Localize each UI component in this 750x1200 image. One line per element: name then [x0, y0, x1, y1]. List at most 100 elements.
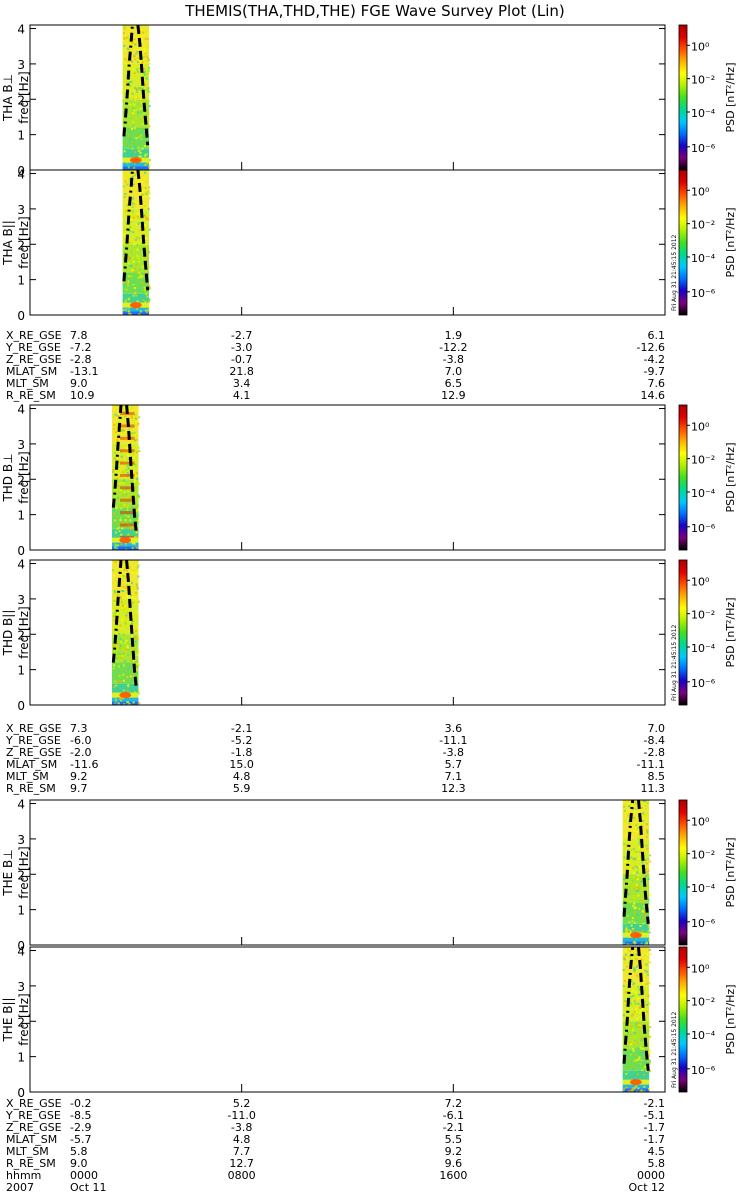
ephemeris-value: -1.7: [644, 1121, 665, 1134]
spectrum-cell: [136, 255, 139, 258]
spectrum-cell: [112, 470, 115, 473]
ephemeris-label: R_RE_SM: [6, 1157, 56, 1170]
curve-left: [122, 170, 134, 282]
spectrum-cell: [119, 503, 122, 506]
panel-frame: [29, 946, 666, 1093]
colorbar-tick-label: 10⁻⁶: [691, 917, 716, 930]
spectrum-cell: [126, 584, 129, 587]
spectrum-cell: [645, 1003, 648, 1006]
spectrum-cell: [647, 929, 650, 932]
ephemeris-value: -3.8: [231, 1121, 252, 1134]
spectrum-cell: [136, 178, 139, 181]
spectrum-cell: [637, 997, 640, 1000]
ephemeris-value: 9.2: [70, 770, 88, 783]
spectrum-cell: [648, 1063, 651, 1066]
ephemeris-value: 12.9: [441, 389, 466, 402]
spectrum-cell: [633, 902, 636, 905]
spectrum-cell: [129, 264, 132, 267]
spectrum-cell: [637, 857, 640, 860]
spectrum-cell: [627, 814, 630, 817]
ephemeris-value: -11.6: [70, 758, 98, 771]
spectrum-cell: [634, 876, 637, 879]
spectrum-cell: [144, 163, 147, 166]
spectrogram: [622, 800, 652, 945]
spectrum-cell: [137, 292, 140, 295]
spectrum-cell: [113, 691, 116, 694]
spectrum-cell: [123, 702, 126, 705]
spectrum-cell: [116, 610, 119, 613]
spectrum-cell: [632, 979, 635, 982]
colorbar-tick-label: 10⁻⁴: [691, 882, 716, 895]
spectrum-cell: [640, 958, 643, 961]
spectrum-cell: [646, 860, 649, 863]
spectrum-cell: [115, 507, 118, 510]
spectrum-band: [122, 272, 150, 294]
spectrum-cell: [146, 191, 149, 194]
spectrum-cell: [122, 673, 125, 676]
colorbar-tick-label: 10⁻²: [691, 849, 715, 862]
spectrum-cell: [630, 1002, 633, 1005]
spectrum-cell: [142, 262, 145, 265]
spectrum-cell: [644, 969, 647, 972]
spectrum-cell: [126, 675, 129, 678]
ephemeris-value: 4.8: [233, 1133, 251, 1146]
spectrum-cell: [133, 481, 136, 484]
spectrum-cell: [136, 528, 139, 531]
spectrum-cell: [623, 874, 626, 877]
spectrum-cell: [146, 88, 149, 91]
spectrum-cell: [638, 988, 641, 991]
ephemeris-label: Y_RE_GSE: [5, 734, 61, 747]
spectrum-cell: [120, 533, 123, 536]
spectrum-cell: [624, 860, 627, 863]
spectrum-cell: [134, 466, 137, 469]
spectrum-cell: [631, 866, 634, 869]
spectrum-cell: [114, 543, 117, 546]
spectrum-cell: [132, 250, 135, 253]
spectrum-cell: [128, 464, 131, 467]
spectrum-cell: [136, 566, 139, 569]
spectrum-cell: [115, 657, 118, 660]
ephemeris-label: X_RE_GSE: [6, 1097, 62, 1110]
spectrum-cell: [647, 898, 650, 901]
spectrum-cell: [625, 927, 628, 930]
colorbar: [678, 404, 688, 551]
spectrum-cell: [131, 127, 134, 130]
spectrum-cell: [640, 1004, 643, 1007]
spectrum-cell: [123, 608, 126, 611]
spectrum-cell: [642, 802, 645, 805]
y-tick-label: 4: [17, 798, 25, 812]
spectrum-cell: [132, 107, 135, 110]
ephemeris-label: MLT_SM: [6, 1145, 49, 1158]
spectrum-cell: [638, 1047, 641, 1050]
spectrum-cell: [135, 294, 138, 297]
spectrum-cell: [134, 479, 137, 482]
spectrum-cell: [133, 419, 136, 422]
timestamp-stamp: Fri Aug 31 21:45:15 2012: [671, 234, 678, 311]
spectrum-cell: [122, 25, 125, 28]
ephemeris-label: MLAT_SM: [6, 365, 57, 378]
spectrum-cell: [131, 147, 134, 150]
spectrum-cell: [133, 659, 136, 662]
spectrum-cell: [637, 868, 640, 871]
spectrum-cell: [147, 68, 150, 71]
spectrum-cell: [642, 800, 645, 803]
spectrum-cell: [642, 820, 645, 823]
spectrum-cell: [629, 1041, 632, 1044]
spectrum-cell: [132, 40, 135, 43]
spectrum-cell: [137, 495, 140, 498]
spectrum-cell: [624, 1023, 627, 1026]
spectrum-cell: [116, 433, 119, 436]
colorbar-tick-label: 10⁰: [691, 420, 710, 433]
colorbar-tick-label: 10⁻⁶: [691, 142, 716, 155]
spectrum-cell: [122, 417, 125, 420]
spectrum-cell: [113, 619, 116, 622]
spectrum-cell: [631, 1040, 634, 1043]
spectrum-cell: [125, 308, 128, 311]
spectrum-cell: [646, 812, 649, 815]
spectrum-cell: [122, 31, 125, 34]
spectrum-cell: [124, 624, 127, 627]
spectrum-cell: [631, 916, 634, 919]
spectrum-cell: [119, 537, 132, 544]
spectrum-cell: [119, 680, 122, 683]
spectrum-cell: [132, 701, 135, 704]
